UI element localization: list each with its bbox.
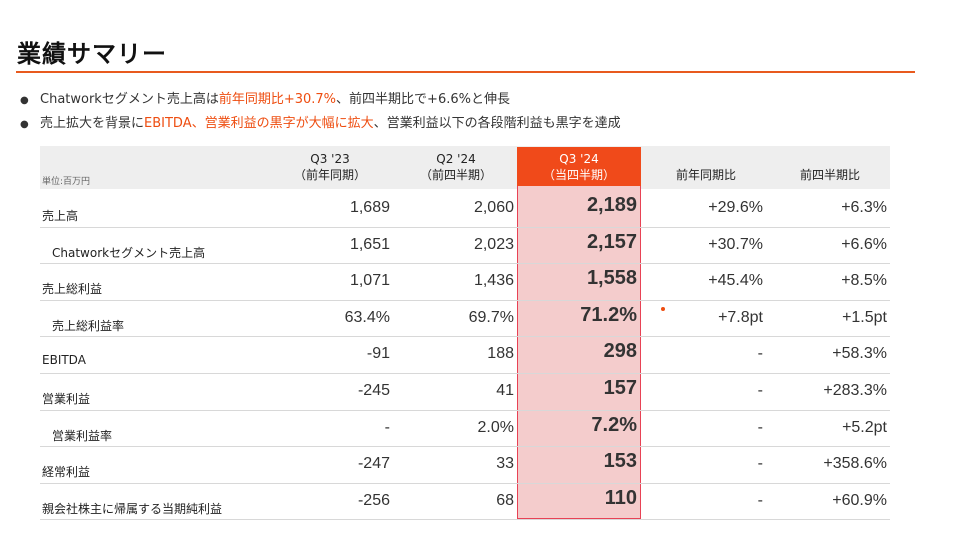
table-cell: 1,651 [349,235,390,253]
row-divider [40,299,890,301]
current-quarter-column [517,147,641,519]
table-cell: 63.4% [344,308,390,326]
table-cell: 1,689 [349,199,390,216]
table-cell: +6.3% [841,199,887,216]
table-cell: +30.7% [708,235,763,253]
table-cell: -256 [357,491,390,509]
column-header-label: 前年同期比 [675,168,736,182]
column-header-period: Q3 '23 [310,152,350,166]
row-label: 経常利益 [42,465,91,480]
table-cell: 110 [604,486,637,509]
table-cell: 69.7% [468,308,514,326]
column-header-period: Q2 '24 [436,152,476,166]
row-label: 営業利益 [42,392,91,406]
column-header: Q2 '24 （前四半期） [396,151,516,183]
table-cell: 41 [496,382,514,399]
column-header: 前年同期比 [646,167,766,183]
table-cell: +5.2pt [842,418,887,436]
bullet-highlight: 前年同期比+30.7% [218,92,337,107]
bullet-highlight: EBITDA、営業利益の黒字が大幅に拡大 [144,116,374,131]
table-cell: +6.6% [841,235,887,253]
table-cell: 1,558 [586,267,637,290]
column-header-period: Q3 '24 [559,152,599,166]
table-cell: 71.2% [580,303,637,326]
row-divider [40,373,890,374]
table-cell: 2,023 [473,235,514,253]
table-cell: -91 [366,345,390,363]
table-cell: 1,071 [349,272,390,290]
summary-bullets: ● Chatworkセグメント売上高は前年同期比+30.7%、前四半期比で+6.6… [20,90,621,138]
bullet-text: 売上拡大を背景に [40,116,145,131]
table-cell: 153 [603,450,637,473]
table-cell: 7.2% [591,413,637,436]
table-cell: +29.6% [708,199,763,216]
row-divider [40,519,890,521]
table-cell: 157 [603,377,637,399]
row-divider [40,446,890,448]
row-label: 売上総利益率 [52,318,125,333]
column-header-label: （当四半期） [542,168,615,182]
table-cell: - [757,345,763,363]
current-quarter-header-bg [517,147,641,186]
table-cell: - [757,382,763,399]
row-label: 売上高 [42,209,79,223]
table-cell: - [757,418,763,436]
column-header: Q3 '24 （当四半期） [519,151,639,183]
table-cell: +283.3% [823,382,887,399]
table-cell: - [384,418,390,436]
unit-label: 単位:百万円 [42,177,91,187]
table-cell: +45.4% [708,272,763,290]
table-cell: 2,060 [473,199,514,216]
bullet-text: 、営業利益以下の各段階利益も黒字を達成 [373,116,621,131]
row-divider [40,409,890,411]
table-cell: +1.5pt [842,308,887,326]
bullet-item: ● Chatworkセグメント売上高は前年同期比+30.7%、前四半期比で+6.6… [20,90,621,114]
marker-dot [661,307,665,311]
table-cell: +8.5% [841,272,887,290]
column-header: Q3 '23 （前年同期） [270,151,390,183]
column-header: 前四半期比 [770,167,890,183]
table-cell: 188 [487,345,514,363]
bullet-text: Chatworkセグメント売上高は [40,92,219,107]
bullet-text: 、前四半期比で+6.6%と伸長 [336,92,510,107]
row-label: 営業利益率 [52,428,113,443]
table-cell: 2,157 [586,230,637,253]
row-label: Chatworkセグメント売上高 [52,245,206,260]
table-cell: 298 [603,340,637,363]
row-divider [40,482,890,484]
column-header-label: 前四半期比 [799,168,860,182]
row-label: EBITDA [42,353,86,368]
table-cell: +358.6% [823,455,887,473]
title-divider [16,71,915,73]
row-label: 親会社株主に帰属する当期純利益 [42,501,223,516]
table-cell: 33 [496,455,514,473]
page-title: 業績サマリー [17,40,167,68]
table-cell: 68 [496,491,514,509]
table-cell: +60.9% [832,491,887,509]
row-divider [40,336,890,338]
table-cell: 2.0% [477,418,514,436]
bullet-dot: ● [20,119,29,130]
table-cell: +58.3% [832,345,887,363]
row-divider [40,226,890,228]
column-header-label: （前年同期） [293,168,366,182]
table-cell: 1,436 [473,272,514,290]
table-cell: -247 [357,455,390,473]
table-cell: -245 [357,382,390,399]
column-header-label: （前四半期） [419,168,492,182]
table-cell: - [757,491,763,509]
table-header-bg [40,146,890,189]
table-cell: +7.8pt [718,308,763,326]
bullet-item: ● 売上拡大を背景にEBITDA、営業利益の黒字が大幅に拡大、営業利益以下の各段階… [20,114,621,138]
table-cell: 2,189 [586,194,637,216]
bullet-dot: ● [20,95,29,106]
row-divider [40,263,890,265]
row-label: 売上総利益 [42,282,103,297]
table-cell: - [757,455,763,473]
